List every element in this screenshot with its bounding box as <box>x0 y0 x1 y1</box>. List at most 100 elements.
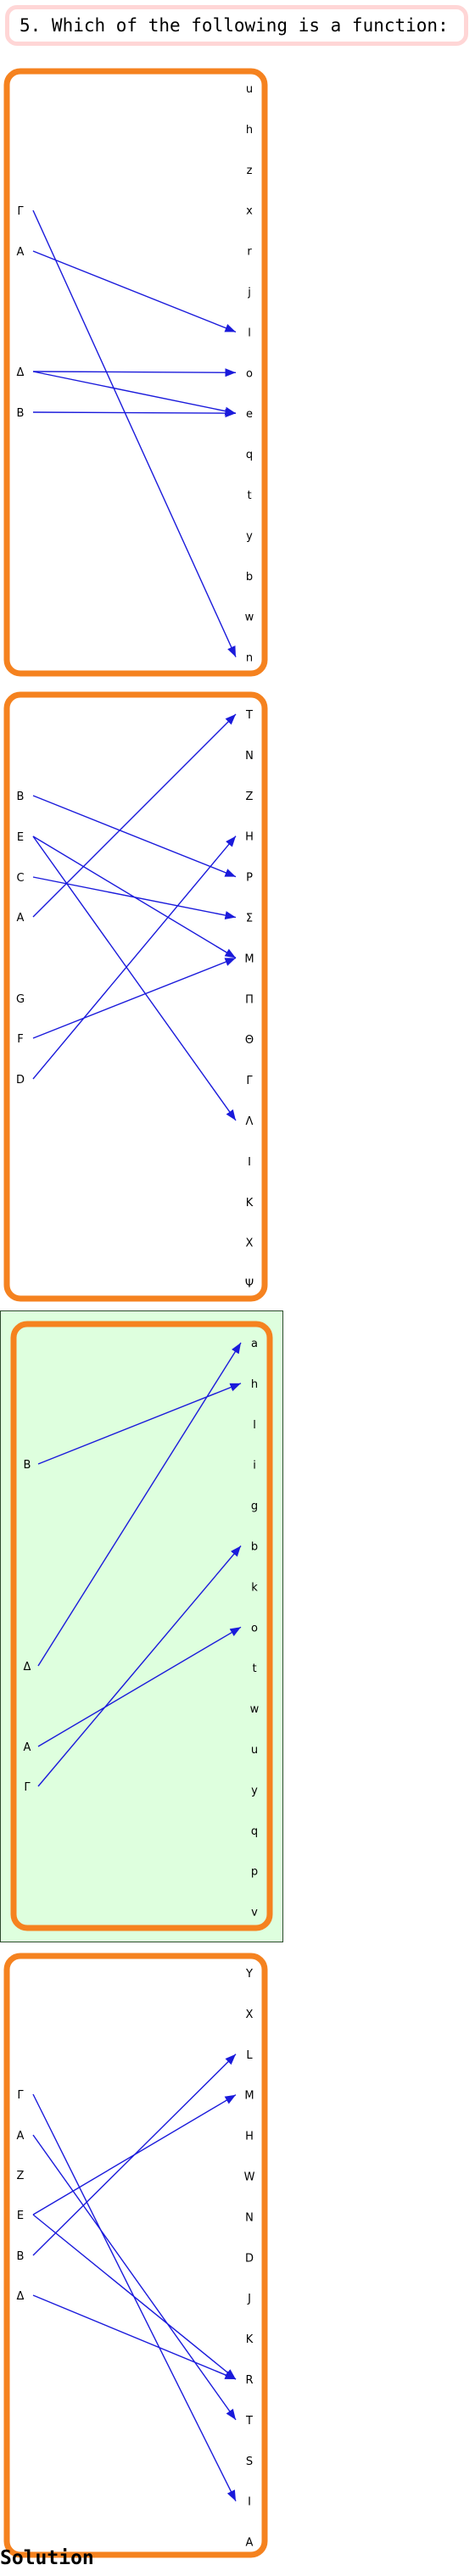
codomain-label: w <box>245 612 254 624</box>
domain-label: B <box>24 1459 31 1472</box>
domain-label: Γ <box>17 205 24 218</box>
codomain-label: e <box>246 408 253 421</box>
mapping-arrow <box>32 2214 237 2380</box>
codomain-label: u <box>251 1744 258 1757</box>
mapping-arrow <box>32 210 237 657</box>
domain-label: Δ <box>17 2290 25 2303</box>
codomain-label: Σ <box>246 913 253 925</box>
domain-label: Γ <box>17 2089 24 2102</box>
codomain-label: o <box>246 367 253 380</box>
codomain-label: K <box>246 1197 254 1210</box>
domain-label: E <box>17 2210 24 2222</box>
panel-border <box>3 1953 268 2558</box>
codomain-label: Y <box>245 1968 253 1981</box>
codomain-label: j <box>247 287 251 299</box>
codomain-label: g <box>251 1500 258 1513</box>
mapping-arrow <box>32 713 237 918</box>
codomain-label: b <box>246 571 253 584</box>
codomain-label: q <box>246 449 253 461</box>
mapping-arrow <box>32 2134 237 2421</box>
panel-border <box>3 691 268 1302</box>
correct-answer-highlight <box>0 1310 283 1942</box>
codomain-label: L <box>246 2049 253 2062</box>
domain-label: B <box>17 407 25 420</box>
domain-label: Δ <box>17 366 25 379</box>
codomain-label: b <box>251 1541 258 1554</box>
domain-label: D <box>16 1074 25 1087</box>
mapping-panel-4[interactable]: Y X L M H W N D J K R T S I A Γ A Z E B Δ <box>3 1953 268 2558</box>
mapping-arrow <box>32 835 237 1121</box>
codomain-label: z <box>247 165 253 177</box>
mapping-arrow <box>32 957 237 1039</box>
codomain-label: a <box>251 1338 258 1350</box>
codomain-label: Ψ <box>245 1278 254 1291</box>
codomain-label: T <box>245 2415 253 2428</box>
codomain-label: h <box>246 124 253 137</box>
mapping-panel-1[interactable]: u h z x r j l o e q t y b w n Γ A Δ B <box>3 68 268 677</box>
codomain-label: S <box>246 2456 253 2468</box>
solution-label: Solution <box>0 2547 94 2569</box>
mapping-arrow <box>32 876 237 919</box>
codomain-label: u <box>246 83 253 96</box>
codomain-label: l <box>248 327 251 339</box>
domain-label: C <box>16 872 24 885</box>
mapping-panel-3[interactable]: a h l i g b k o t w u y q p v B Δ A Γ <box>10 1321 273 1931</box>
mapping-arrow <box>32 2054 237 2256</box>
codomain-label: N <box>245 2211 254 2224</box>
codomain-label: I <box>248 2496 251 2509</box>
codomain-label: Γ <box>246 1075 253 1087</box>
codomain-label: l <box>253 1419 256 1432</box>
domain-label: Z <box>17 2170 25 2182</box>
mapping-arrow <box>37 1545 242 1787</box>
codomain-label: Z <box>246 791 254 803</box>
codomain-label: J <box>247 2293 251 2305</box>
codomain-label: i <box>253 1460 256 1472</box>
codomain-label: v <box>251 1907 258 1919</box>
domain-label: Δ <box>24 1661 31 1674</box>
codomain-label: Θ <box>245 1034 254 1047</box>
mapping-arrow <box>32 795 237 878</box>
codomain-label: I <box>248 1156 251 1169</box>
domain-label: G <box>16 993 25 1006</box>
codomain-label: X <box>246 1238 254 1250</box>
mapping-arrow <box>32 371 237 416</box>
mapping-arrow <box>32 250 237 333</box>
domain-label: A <box>17 912 25 925</box>
codomain-label: X <box>246 2009 254 2021</box>
codomain-label: T <box>245 709 253 722</box>
codomain-label: M <box>244 953 254 965</box>
codomain-label: Π <box>245 993 254 1006</box>
codomain-label: h <box>251 1378 258 1391</box>
mapping-panel-2[interactable]: T N Z H P Σ M Π Θ Γ Λ I K X Ψ B E C A G F D <box>3 691 268 1302</box>
codomain-label: Λ <box>246 1115 254 1128</box>
codomain-label: n <box>246 652 253 665</box>
codomain-label: r <box>247 246 252 259</box>
domain-label: A <box>24 1741 31 1754</box>
codomain-label: H <box>245 2131 254 2143</box>
domain-label: Γ <box>24 1781 31 1794</box>
codomain-label: H <box>245 831 254 844</box>
domain-label: B <box>17 791 25 803</box>
domain-label: A <box>17 246 25 259</box>
codomain-label: P <box>246 872 253 885</box>
codomain-label: y <box>251 1785 258 1797</box>
domain-label: E <box>17 831 24 844</box>
codomain-label: w <box>250 1703 260 1716</box>
mapping-arrow <box>37 1383 242 1465</box>
panel-border <box>3 68 268 677</box>
codomain-label: x <box>246 205 253 218</box>
mapping-arrow <box>32 409 237 418</box>
codomain-label: R <box>245 2374 253 2387</box>
codomain-label: o <box>251 1622 258 1634</box>
panel-border <box>10 1321 273 1931</box>
domain-label: F <box>17 1033 23 1046</box>
question-text: 5. Which of the following is a function: <box>5 5 468 46</box>
codomain-label: t <box>252 1662 256 1675</box>
domain-label: B <box>17 2250 25 2263</box>
codomain-label: W <box>244 2171 255 2184</box>
mapping-arrow <box>37 1626 242 1747</box>
codomain-label: M <box>244 2090 254 2103</box>
codomain-label: p <box>251 1866 258 1879</box>
codomain-label: y <box>246 530 253 543</box>
